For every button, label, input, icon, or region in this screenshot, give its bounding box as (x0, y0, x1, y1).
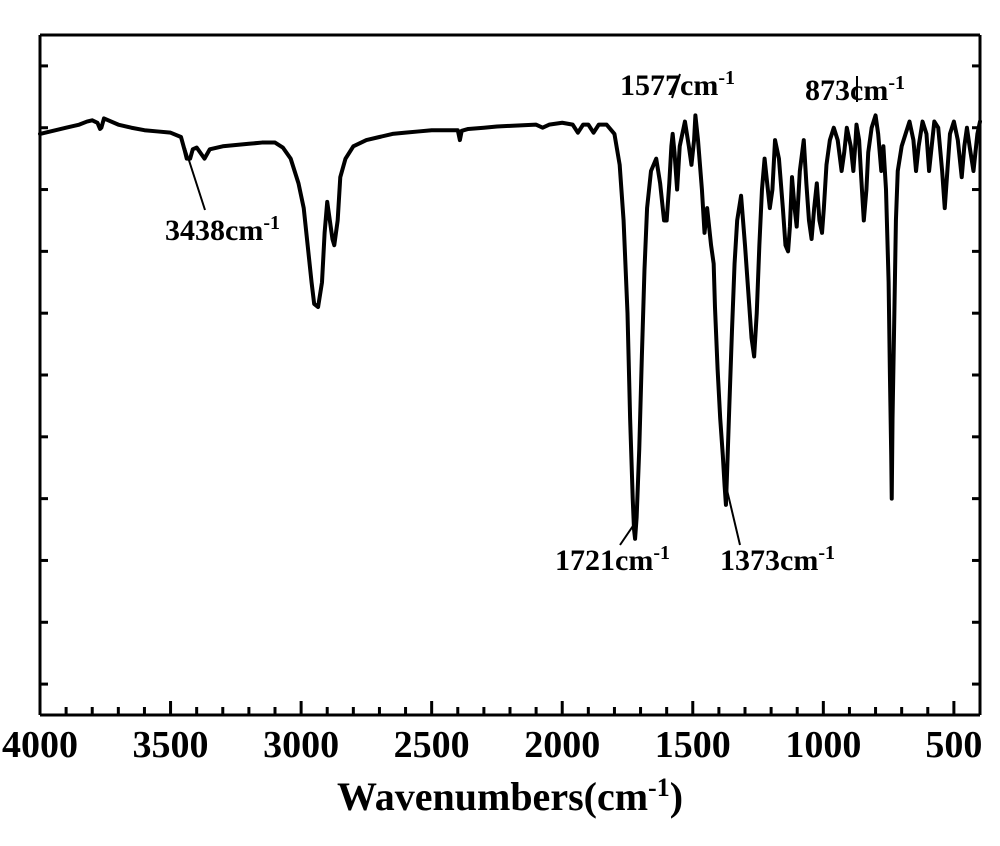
x-axis-label: Wavenumbers(cm-1) (337, 773, 683, 820)
x-tick-label: 1500 (655, 724, 731, 766)
x-tick-label: 3500 (133, 724, 209, 766)
peak-label: 1373cm-1 (720, 542, 835, 577)
x-tick-label: 4000 (2, 724, 78, 766)
x-tick-label: 3000 (263, 724, 339, 766)
chart-container: { "chart": { "type": "line", "width": 10… (0, 0, 1000, 846)
peak-label: 1577cm-1 (620, 67, 735, 102)
x-tick-label: 2500 (394, 724, 470, 766)
peak-label: 3438cm-1 (165, 212, 280, 247)
x-axis-title: Wavenumbers(cm-1) (337, 773, 683, 820)
x-tick-label: 500 (925, 724, 982, 766)
peak-label: 1721cm-1 (555, 542, 670, 577)
x-tick-label: 2000 (524, 724, 600, 766)
x-tick-label: 1000 (785, 724, 861, 766)
ir-spectrum-chart: 4000 3500 3000 2500 2000 1500 1000 500 Wavenumb… (0, 0, 1000, 846)
